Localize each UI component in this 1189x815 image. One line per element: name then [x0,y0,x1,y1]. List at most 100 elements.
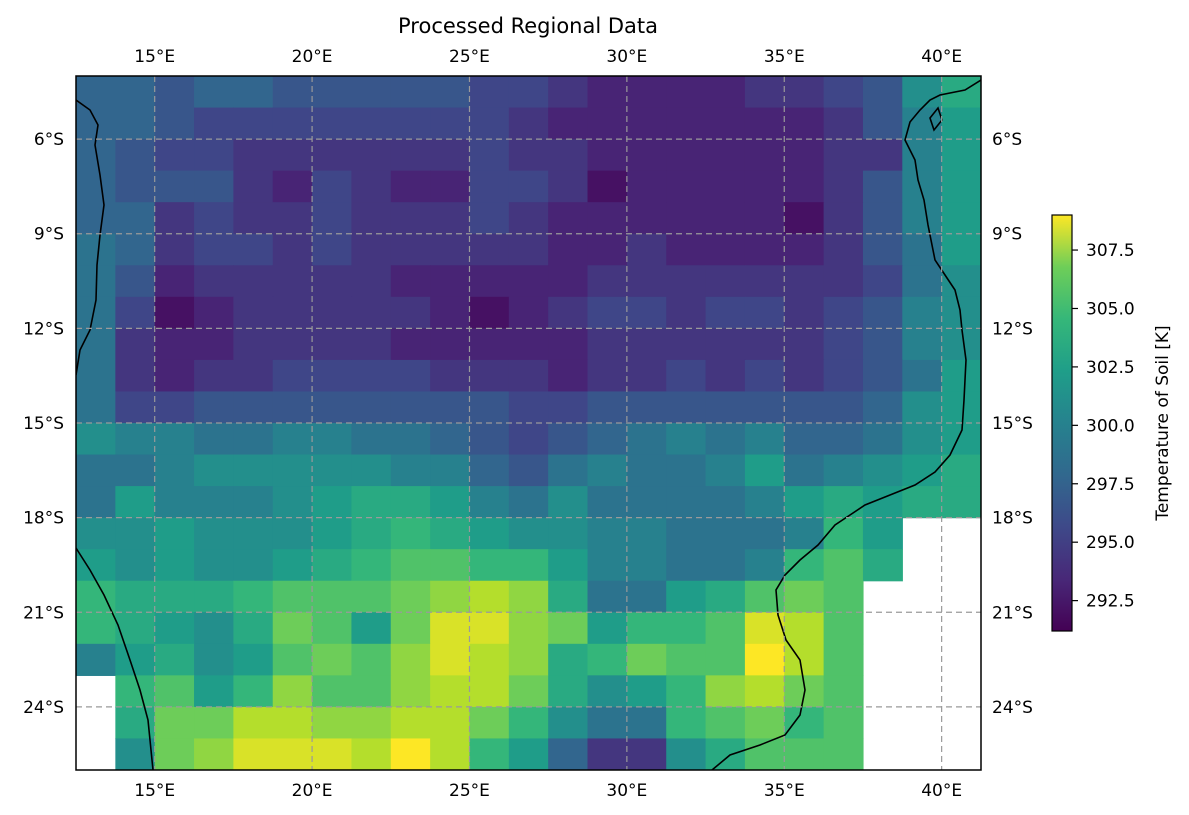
heatmap-cell [862,296,903,329]
heatmap-cell [666,107,707,140]
heatmap-cell [744,486,785,519]
lat-tick-label-left: 21°S [23,603,64,623]
heatmap-cell [76,612,116,645]
heatmap-cell [823,738,864,770]
heatmap-cell [469,517,510,550]
heatmap-cell [390,328,431,361]
heatmap-cell [272,265,313,298]
lon-tick-label-bottom: 40°E [921,781,962,801]
heatmap-cell [312,170,353,203]
heatmap-cell [508,549,549,582]
heatmap-cell [862,486,903,519]
heatmap-cell [626,170,667,203]
heatmap-cell [115,549,156,582]
heatmap-cell [508,612,549,645]
heatmap-cell [862,265,903,298]
heatmap-cell [194,612,234,645]
heatmap-cell [784,738,825,770]
heatmap-cell [666,202,707,235]
heatmap-cell [430,738,471,770]
heatmap-cell [430,643,471,676]
heatmap-cell [705,170,746,203]
lon-tick-label-bottom: 30°E [606,781,647,801]
heatmap-cell [902,391,943,424]
heatmap-cell [233,202,274,235]
heatmap-cell [902,296,943,329]
map-area[interactable] [75,75,1021,771]
heatmap-cell [666,486,707,519]
lat-tick-label-left: 6°S [34,130,64,150]
colorbar-label: Temperature of Soil [K] [1153,325,1173,521]
heatmap-cell [194,328,234,361]
heatmap-cell [469,265,510,298]
heatmap-cell [666,139,707,172]
heatmap-cell [194,107,234,140]
heatmap-cell [823,107,864,140]
heatmap-cell [312,486,353,519]
heatmap-cell [744,423,785,456]
heatmap-cell [233,265,274,298]
heatmap-cell [744,107,785,140]
heatmap-cell [823,580,864,613]
heatmap-cell [508,643,549,676]
heatmap-cell [587,675,628,708]
heatmap-cell [587,580,628,613]
heatmap-cell [941,233,981,266]
heatmap-cell [194,296,234,329]
heatmap-cell [351,170,392,203]
heatmap-cell [548,423,589,456]
heatmap-cell [548,643,589,676]
heatmap-cell [587,549,628,582]
heatmap-cell [312,328,353,361]
heatmap-cell [587,328,628,361]
heatmap-cell [666,328,707,361]
heatmap-cell [705,675,746,708]
heatmap-cell [941,486,981,519]
heatmap-cell [430,76,471,109]
heatmap-cell [705,328,746,361]
heatmap-cell [862,423,903,456]
heatmap-cell [666,454,707,487]
heatmap-cell [115,296,156,329]
heatmap-cell [705,706,746,740]
heatmap-cell [666,612,707,645]
heatmap-cell [194,454,234,487]
heatmap-cell [587,139,628,172]
heatmap-cell [194,486,234,519]
heatmap-cell [312,549,353,582]
heatmap-cell [862,76,903,109]
heatmap-cell [744,296,785,329]
heatmap-cell [154,328,195,361]
heatmap-cell [272,706,313,740]
colorbar-tick-label: 302.5 [1086,358,1135,378]
heatmap-cell [272,580,313,613]
heatmap-cell [508,265,549,298]
heatmap-cell [705,233,746,266]
heatmap-cell [351,454,392,487]
heatmap-cell [194,202,234,235]
heatmap-cell [272,328,313,361]
lon-tick-label-bottom: 20°E [292,781,333,801]
heatmap-cell [666,359,707,393]
heatmap-cell [548,233,589,266]
heatmap-cell [587,107,628,140]
heatmap-cell [508,391,549,424]
heatmap-cell [626,202,667,235]
heatmap-cell [666,675,707,708]
colorbar-tick-label: 305.0 [1086,299,1135,319]
colorbar-tick-label: 307.5 [1086,241,1135,261]
heatmap-cell [508,738,549,770]
heatmap-cell [390,265,431,298]
heatmap-cell [548,580,589,613]
heatmap-cell [862,549,903,582]
heatmap-cell [626,76,667,109]
lon-tick-label-bottom: 35°E [764,781,805,801]
heatmap-cell [469,738,510,770]
lon-tick-label-bottom: 15°E [134,781,175,801]
heatmap-cell [233,359,274,393]
heatmap-cell [233,423,274,456]
heatmap-cell [823,76,864,109]
heatmap-cell [744,265,785,298]
heatmap-cell [351,486,392,519]
heatmap-cell [351,423,392,456]
